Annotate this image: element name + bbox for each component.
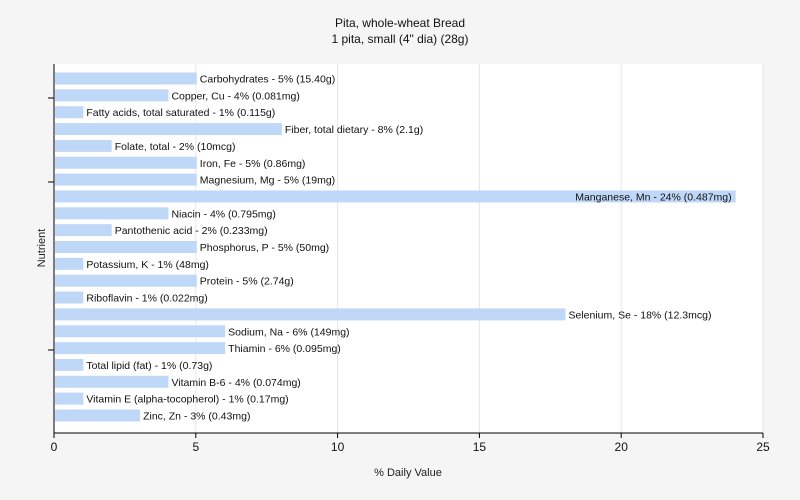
bar-label: Sodium, Na - 6% (149mg) bbox=[228, 326, 349, 338]
x-tick-label: 25 bbox=[756, 440, 770, 454]
bar-label: Fiber, total dietary - 8% (2.1g) bbox=[285, 124, 423, 136]
bar bbox=[55, 257, 84, 270]
bar bbox=[55, 89, 169, 102]
bar-label: Riboflavin - 1% (0.022mg) bbox=[86, 293, 207, 305]
bar-label: Magnesium, Mg - 5% (19mg) bbox=[200, 175, 335, 187]
bar bbox=[55, 207, 169, 220]
bar bbox=[55, 308, 566, 321]
bar bbox=[55, 375, 169, 388]
bar bbox=[55, 325, 226, 338]
bar-label: Niacin - 4% (0.795mg) bbox=[171, 208, 275, 220]
bar-label: Pantothenic acid - 2% (0.233mg) bbox=[115, 225, 268, 237]
bar bbox=[55, 241, 197, 253]
axes: 0 5 10 15 20 25 bbox=[48, 64, 770, 454]
bar-label: Fatty acids, total saturated - 1% (0.115… bbox=[86, 107, 275, 119]
bar-label: Total lipid (fat) - 1% (0.73g) bbox=[86, 360, 212, 372]
bar bbox=[55, 274, 197, 287]
bar bbox=[55, 156, 197, 169]
chart-title: Pita, whole-wheat Bread bbox=[334, 16, 466, 30]
bar bbox=[55, 342, 226, 355]
bar-label: Copper, Cu - 4% (0.081mg) bbox=[171, 90, 299, 102]
bar-label: Vitamin E (alpha-tocopherol) - 1% (0.17m… bbox=[86, 394, 288, 406]
x-tick-label: 20 bbox=[615, 440, 629, 454]
bar-label: Folate, total - 2% (10mcg) bbox=[115, 141, 236, 153]
bar-label: Thiamin - 6% (0.095mg) bbox=[228, 343, 341, 355]
bar bbox=[55, 190, 736, 203]
x-tick-label: 15 bbox=[473, 440, 487, 454]
bar-label: Vitamin B-6 - 4% (0.074mg) bbox=[171, 377, 300, 389]
bar bbox=[55, 409, 141, 422]
bar bbox=[55, 72, 197, 85]
bars: Carbohydrates - 5% (15.40g) Copper, Cu - … bbox=[55, 72, 736, 423]
bar-label: Manganese, Mn - 24% (0.487mg) bbox=[575, 191, 731, 203]
chart-subtitle: 1 pita, small (4" dia) (28g) bbox=[331, 32, 469, 46]
bar bbox=[55, 392, 84, 405]
bar bbox=[55, 358, 84, 371]
bar-label: Potassium, K - 1% (48mg) bbox=[86, 259, 209, 271]
y-axis-label: Nutrient bbox=[36, 229, 48, 268]
chart-title-block: Pita, whole-wheat Bread 1 pita, small (4… bbox=[0, 15, 800, 47]
bar bbox=[55, 224, 112, 237]
x-axis-label: % Daily Value bbox=[374, 467, 442, 479]
bar bbox=[55, 291, 84, 304]
bar bbox=[55, 106, 84, 119]
bar-label: Iron, Fe - 5% (0.86mg) bbox=[200, 158, 306, 170]
bar bbox=[55, 123, 282, 136]
bar-label: Phosphorus, P - 5% (50mg) bbox=[200, 242, 329, 254]
x-tick-label: 10 bbox=[331, 440, 345, 454]
bar-label: Carbohydrates - 5% (15.40g) bbox=[200, 74, 335, 86]
x-tick-label: 0 bbox=[51, 440, 58, 454]
bar-label: Protein - 5% (2.74g) bbox=[200, 276, 294, 288]
bar bbox=[55, 139, 112, 152]
bar bbox=[55, 173, 197, 186]
x-tick-label: 5 bbox=[192, 440, 199, 454]
bar-label: Zinc, Zn - 3% (0.43mg) bbox=[143, 411, 250, 423]
bar-label: Selenium, Se - 18% (12.3mcg) bbox=[568, 309, 711, 321]
